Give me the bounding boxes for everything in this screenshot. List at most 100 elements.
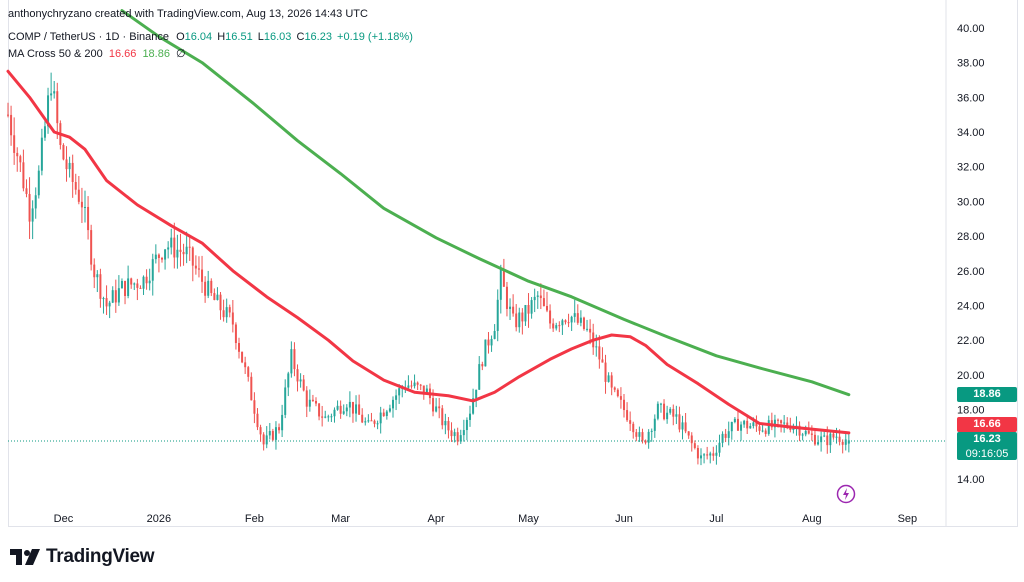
y-tick-label: 26.00 xyxy=(957,266,985,278)
candle-body xyxy=(210,280,213,294)
candle-body xyxy=(610,375,613,388)
candle-body xyxy=(752,422,755,426)
candle-body xyxy=(764,430,767,434)
candle-body xyxy=(388,408,391,412)
candle-body xyxy=(755,422,758,427)
candle-body xyxy=(336,405,339,410)
candle-body xyxy=(675,414,678,417)
x-tick-label: Jul xyxy=(709,513,723,525)
candle-body xyxy=(829,433,832,446)
candle-body xyxy=(327,416,330,418)
candle-body xyxy=(512,306,515,314)
tradingview-logo[interactable]: TradingView xyxy=(10,546,155,568)
y-tick-label: 34.00 xyxy=(957,127,985,139)
candle-body xyxy=(299,379,302,382)
candle-body xyxy=(582,317,585,329)
last-price-label: 16.23 09:16:05 xyxy=(957,432,1017,460)
candle-body xyxy=(77,189,80,202)
candle-body xyxy=(847,440,850,444)
candle-body xyxy=(47,95,50,127)
candle-body xyxy=(268,431,271,436)
candle-body xyxy=(422,385,425,395)
y-tick-label: 18.00 xyxy=(957,405,985,417)
candle-body xyxy=(179,249,182,252)
candle-body xyxy=(666,412,669,420)
candle-body xyxy=(284,387,287,415)
y-tick-label: 32.00 xyxy=(957,162,985,174)
candle-body xyxy=(161,257,163,260)
candle-body xyxy=(176,249,179,258)
flash-icon[interactable] xyxy=(836,484,856,504)
candle-body xyxy=(502,269,505,287)
x-tick-label: Jun xyxy=(615,513,633,525)
candle-body xyxy=(444,420,447,426)
candle-body xyxy=(783,422,786,424)
candle-body xyxy=(358,404,361,415)
candle-body xyxy=(151,259,154,281)
chart-pane[interactable] xyxy=(8,0,1018,527)
candle-body xyxy=(715,452,718,456)
ma50-line[interactable] xyxy=(6,69,851,435)
candle-body xyxy=(536,295,539,297)
candle-body xyxy=(579,317,582,323)
candle-body xyxy=(567,322,570,324)
candle-body xyxy=(247,367,250,377)
candle-body xyxy=(385,411,388,417)
ma50-value: 16.66 xyxy=(108,48,137,60)
candle-body xyxy=(598,346,601,360)
candle-body xyxy=(194,265,197,269)
candle-body xyxy=(487,339,490,346)
candle-body xyxy=(570,316,573,323)
candle-body xyxy=(330,416,333,418)
candle-body xyxy=(370,420,373,422)
candle-body xyxy=(700,455,702,459)
candle-body xyxy=(318,403,321,417)
indicator-name[interactable]: MA Cross 50 & 200 xyxy=(8,48,103,60)
candle-body xyxy=(438,406,441,409)
candle-body xyxy=(376,423,379,425)
candle-body xyxy=(364,421,367,423)
candle-body xyxy=(278,427,281,431)
candle-body xyxy=(493,330,496,339)
candle-body xyxy=(515,313,518,328)
candle-body xyxy=(19,156,22,163)
candle-body xyxy=(432,398,435,412)
candle-body xyxy=(392,399,394,409)
candle-body xyxy=(416,382,419,385)
candle-body xyxy=(650,430,653,432)
candle-body xyxy=(656,403,659,419)
candle-body xyxy=(231,312,234,325)
candle-body xyxy=(780,420,783,424)
candle-body xyxy=(222,310,225,318)
candle-body xyxy=(90,230,93,265)
candle-body xyxy=(293,349,296,370)
candle-body xyxy=(823,435,826,437)
x-tick-label: Dec xyxy=(54,513,74,525)
candle-body xyxy=(573,313,576,317)
candle-body xyxy=(74,181,77,190)
candle-body xyxy=(527,305,530,314)
candle-body xyxy=(265,435,268,445)
candle-body xyxy=(139,287,142,289)
x-tick-label: Feb xyxy=(245,513,264,525)
candle-body xyxy=(684,422,687,432)
candle-body xyxy=(204,281,207,296)
y-tick-label: 24.00 xyxy=(957,301,985,313)
candle-body xyxy=(84,206,86,208)
ma200-line[interactable] xyxy=(120,9,851,397)
candle-body xyxy=(626,410,629,421)
indicator-legend: MA Cross 50 & 200 16.66 18.86 ∅ xyxy=(8,47,186,60)
candle-body xyxy=(228,307,231,313)
candle-body xyxy=(740,424,743,431)
candle-body xyxy=(164,249,167,260)
candle-body xyxy=(696,447,699,459)
candle-body xyxy=(524,305,527,322)
candle-body xyxy=(558,325,561,327)
candle-body xyxy=(589,328,592,333)
symbol-name[interactable]: COMP / TetherUS · 1D · Binance xyxy=(8,31,169,43)
candle-body xyxy=(653,418,656,431)
symbol-legend: COMP / TetherUS · 1D · Binance O16.04 H1… xyxy=(8,31,413,43)
candle-body xyxy=(555,325,558,329)
